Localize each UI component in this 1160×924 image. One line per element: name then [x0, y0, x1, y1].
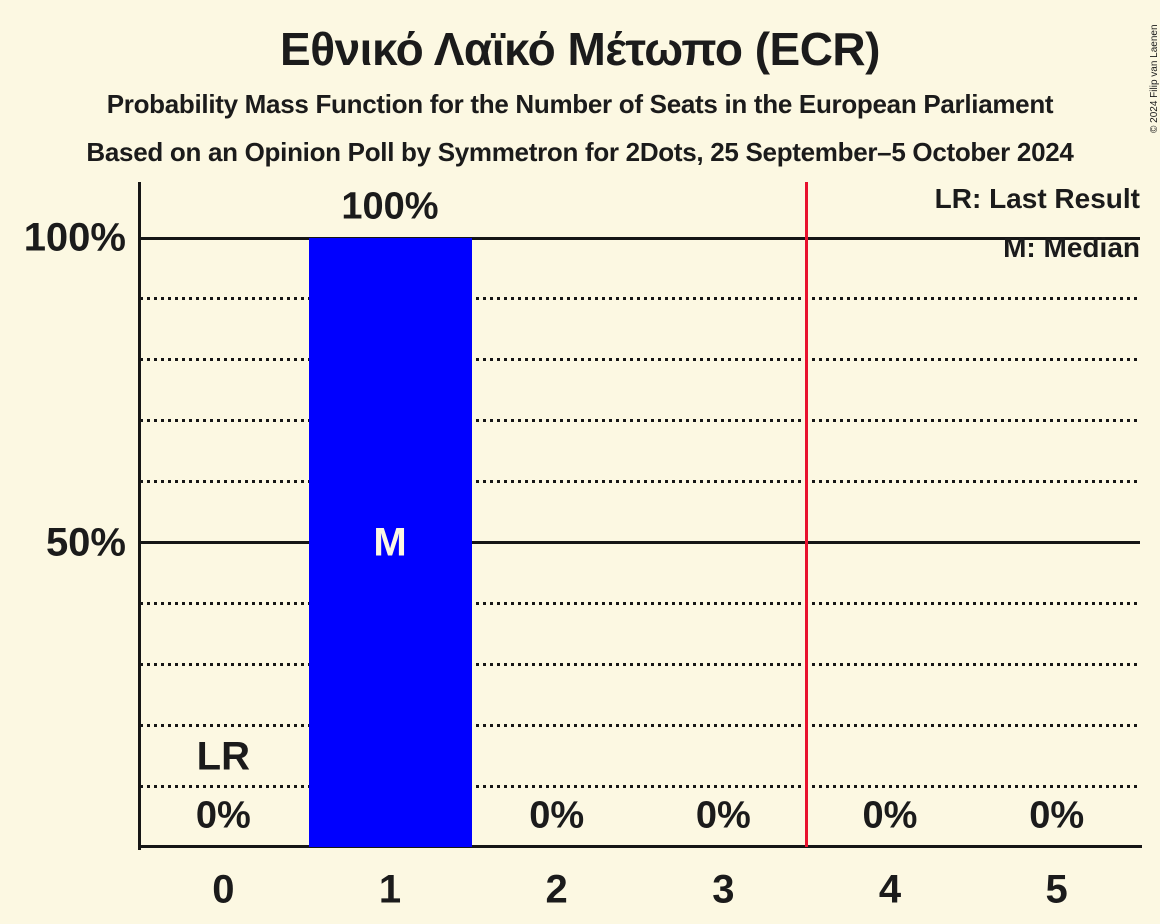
x-axis-tick-label: 0 — [212, 867, 235, 912]
x-axis-tick-label: 5 — [1045, 867, 1068, 912]
legend-last-result: LR: Last Result — [934, 183, 1140, 214]
bar-value-label: 0% — [1029, 794, 1085, 837]
x-axis-tick-label: 1 — [378, 867, 402, 912]
y-axis-tick-label: 50% — [45, 520, 126, 564]
x-axis-tick-label: 4 — [878, 867, 902, 912]
gridline-dotted — [140, 419, 1140, 423]
gridline-solid — [140, 541, 1140, 544]
gridline-dotted — [140, 784, 1140, 788]
y-axis-line — [138, 182, 141, 850]
gridline-dotted — [140, 662, 1140, 666]
gridline-dotted — [140, 480, 1140, 484]
gridline-dotted — [140, 297, 1140, 301]
bar-value-label: 0% — [529, 794, 585, 837]
majority-threshold-line — [805, 182, 809, 847]
chart-title: Εθνικό Λαϊκό Μέτωπο (ECR) — [280, 23, 880, 75]
last-result-label: LR — [196, 734, 250, 779]
y-axis-tick-label: 100% — [23, 215, 126, 260]
x-axis-tick-label: 3 — [712, 867, 735, 912]
bar — [308, 238, 472, 847]
legend-median: M: Median — [1003, 232, 1140, 263]
chart-subtitle-pmf: Probability Mass Function for the Number… — [106, 89, 1054, 119]
gridline-solid — [140, 236, 1140, 240]
bar-value-label: 100% — [341, 185, 439, 228]
bar-value-label: 0% — [195, 794, 251, 837]
gridline-dotted — [140, 601, 1140, 605]
x-axis-tick-label: 2 — [545, 867, 568, 912]
chart-subtitle-poll: Based on an Opinion Poll by Symmetron fo… — [86, 137, 1074, 167]
plot-area: 0% 0 100% 1 0% 2 0% 3 0% 4 0% 5 LR M — [138, 182, 1142, 912]
median-label: M — [373, 520, 407, 564]
bar-value-label: 0% — [862, 794, 918, 837]
bar-value-label: 0% — [695, 794, 751, 837]
x-axis-line — [138, 845, 1142, 848]
copyright-notice: © 2024 Filip van Laenen — [1149, 24, 1160, 133]
gridline-dotted — [140, 723, 1140, 727]
gridline-dotted — [140, 358, 1140, 362]
